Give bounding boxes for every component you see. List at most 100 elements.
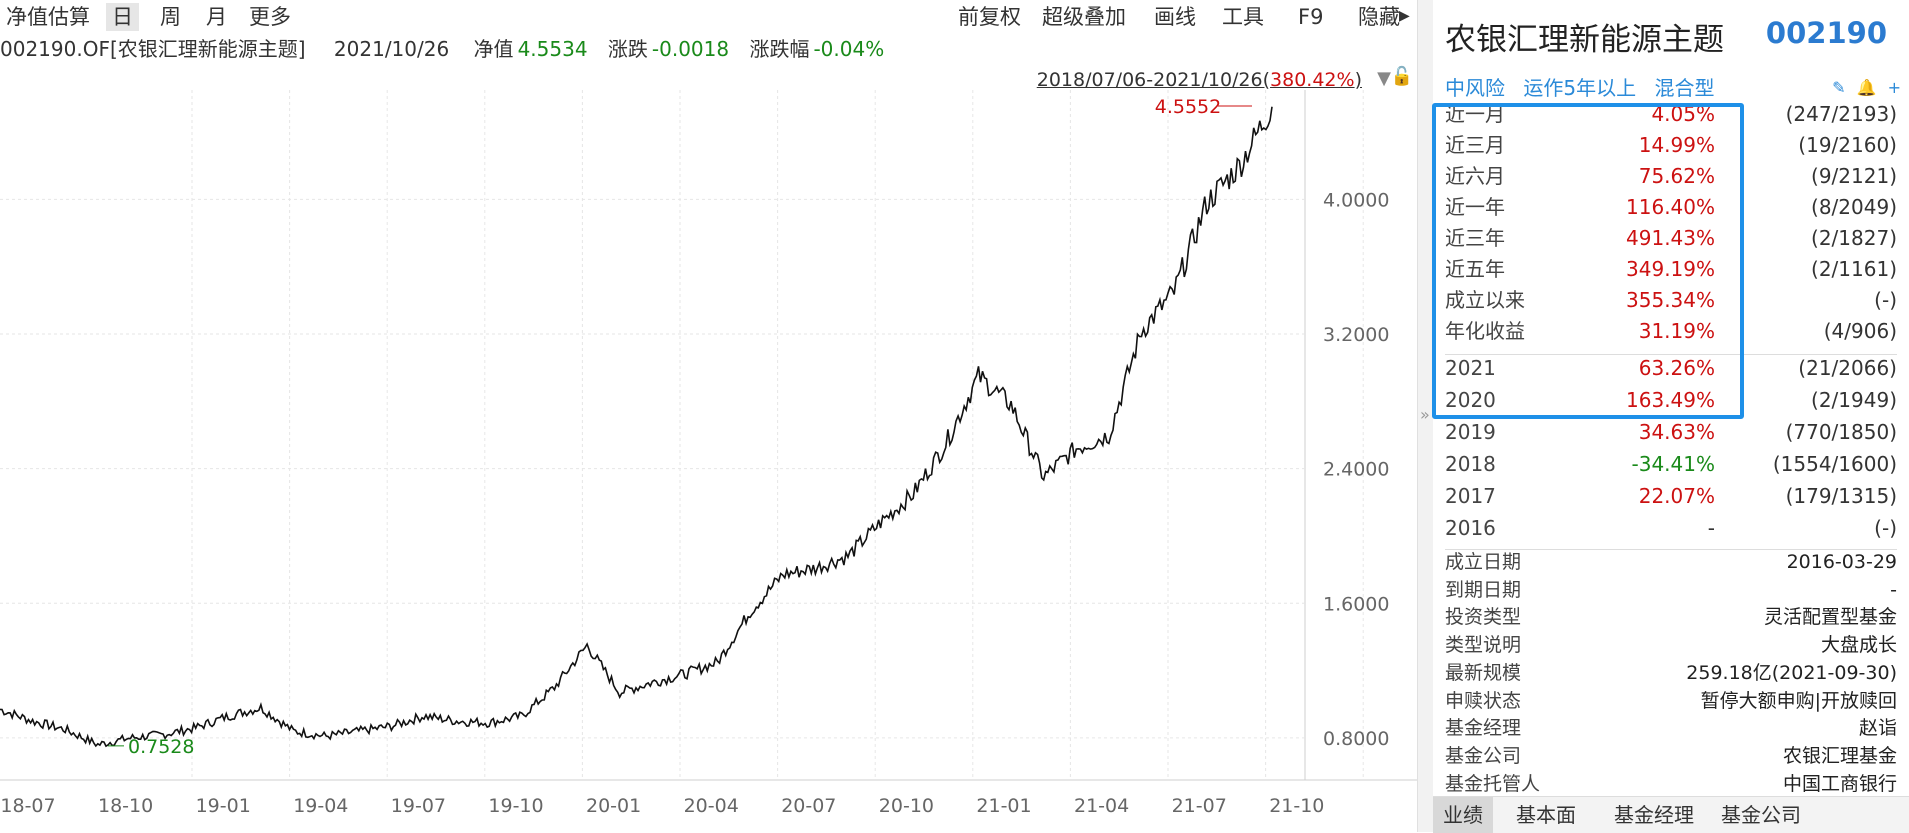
perf-row: 近三月 14.99% (19/2160) (1445, 130, 1897, 160)
year-row: 2020 163.49% (2/1949) (1445, 385, 1897, 415)
hide-arrow-icon[interactable]: ▶ (1399, 8, 1410, 24)
year-label: 2021 (1445, 356, 1496, 380)
f9-button[interactable]: F9 (1298, 5, 1324, 29)
profile-key: 投资类型 (1445, 606, 1522, 629)
year-row: 2019 34.63% (770/1850) (1445, 417, 1897, 447)
period-rank: (-) (1874, 288, 1897, 312)
tab-daily[interactable]: 日 (106, 3, 139, 31)
perf-row: 近五年 349.19% (2/1161) (1445, 254, 1897, 284)
tools-button[interactable]: 工具 (1222, 5, 1264, 29)
collapse-arrow-icon[interactable]: » (1420, 405, 1430, 424)
profile-key: 最新规模 (1445, 661, 1522, 684)
hide-button[interactable]: 隐藏 (1358, 5, 1400, 29)
edit-icon[interactable]: ✎ (1832, 78, 1846, 97)
chart-toolbar: 净值估算 日 周 月 更多 前复权 超级叠加 画线 工具 F9 隐藏 ▶ (0, 0, 1417, 34)
period-label: 近三年 (1445, 226, 1505, 250)
nav-line-chart: 4.0000 3.2000 2.4000 1.6000 0.8000 18-07 18-1… (0, 90, 1417, 817)
period-label: 年化收益 (1445, 319, 1525, 343)
year-label: 2018 (1445, 452, 1496, 476)
lock-icon[interactable]: 🔓 (1390, 66, 1413, 87)
profile-key: 基金经理 (1445, 717, 1522, 740)
perf-row: 近三年 491.43% (2/1827) (1445, 223, 1897, 253)
period-label: 近三月 (1445, 133, 1505, 157)
tab-nav-estimate[interactable]: 净值估算 (6, 5, 90, 29)
perf-row: 成立以来 355.34% (-) (1445, 285, 1897, 315)
profile-value: 农银汇理基金 (1782, 744, 1897, 767)
adjust-button[interactable]: 前复权 (958, 5, 1021, 29)
super-overlay-button[interactable]: 超级叠加 (1042, 5, 1126, 29)
year-label: 2020 (1445, 388, 1496, 412)
perf-row: 近一年 116.40% (8/2049) (1445, 192, 1897, 222)
tab-monthly[interactable]: 月 (206, 5, 227, 29)
range-text: 2018/07/06-2021/10/26( (1036, 69, 1271, 91)
tab-performance[interactable]: 业绩 (1433, 797, 1493, 833)
x-tick-label: 21-01 (976, 795, 1031, 817)
x-tick-label: 21-10 (1269, 795, 1324, 817)
y-tick-label: 2.4000 (1323, 459, 1389, 481)
profile-key: 基金公司 (1445, 744, 1522, 767)
profile-row: 最新规模 259.18亿(2021-09-30) (1445, 660, 1897, 687)
y-tick-label: 1.6000 (1323, 593, 1389, 615)
period-rank: (19/2160) (1798, 133, 1897, 157)
tab-more[interactable]: 更多 (249, 5, 291, 29)
x-tick-label: 19-04 (293, 795, 348, 817)
year-rank: (770/1850) (1785, 420, 1897, 444)
tab-fundamentals[interactable]: 基本面 (1516, 803, 1576, 827)
profile-row: 类型说明 大盘成长 (1445, 632, 1897, 659)
profile-row: 投资类型 灵活配置型基金 (1445, 604, 1897, 631)
quote-date: 2021/10/26 (333, 37, 450, 61)
profile-row: 成立日期 2016-03-29 (1445, 549, 1897, 576)
profile-value: 259.18亿(2021-09-30) (1686, 661, 1897, 684)
pct-label: 涨跌幅 (749, 37, 810, 61)
y-tick-label: 3.2000 (1323, 324, 1389, 346)
profile-key: 类型说明 (1445, 634, 1522, 657)
divider (1445, 549, 1897, 550)
nav-label: 净值 (473, 37, 514, 61)
period-return: 75.62% (1638, 164, 1715, 188)
year-return: - (1707, 516, 1715, 540)
year-row: 2017 22.07% (179/1315) (1445, 481, 1897, 511)
dropdown-triangle-icon[interactable]: ▼ (1377, 68, 1391, 89)
age-tag[interactable]: 运作5年以上 (1523, 76, 1637, 100)
fund-tags: 中风险 运作5年以上 混合型 (1445, 72, 1726, 101)
profile-value: 暂停大额申购|开放赎回 (1700, 689, 1897, 712)
x-tick-label: 19-10 (488, 795, 543, 817)
year-rank: (179/1315) (1785, 484, 1897, 508)
profile-value: 大盘成长 (1820, 634, 1897, 657)
perf-row: 近六月 75.62% (9/2121) (1445, 161, 1897, 191)
year-return: 163.49% (1626, 388, 1715, 412)
period-rank: (2/1827) (1811, 226, 1897, 250)
year-rank: (2/1949) (1811, 388, 1897, 412)
change-label: 涨跌 (607, 37, 648, 61)
range-close: ) (1354, 69, 1362, 91)
bell-icon[interactable]: 🔔 (1856, 78, 1877, 97)
period-label: 近五年 (1445, 257, 1505, 281)
perf-row: 年化收益 31.19% (4/906) (1445, 316, 1897, 346)
pct-value: -0.04% (813, 37, 885, 61)
x-tick-label: 18-07 (0, 795, 55, 817)
type-tag[interactable]: 混合型 (1654, 76, 1715, 100)
fund-code-name: 002190.OF[农银汇理新能源主题] (0, 37, 306, 61)
fund-name: 农银汇理新能源主题 (1445, 22, 1724, 58)
tab-fund-manager[interactable]: 基金经理 (1614, 803, 1694, 827)
chart-pane: 净值估算 日 周 月 更多 前复权 超级叠加 画线 工具 F9 隐藏 ▶ 002… (0, 0, 1417, 817)
highlight-box (1432, 103, 1744, 419)
risk-tag[interactable]: 中风险 (1445, 76, 1505, 100)
x-tick-label: 19-07 (391, 795, 446, 817)
add-icon[interactable]: + (1887, 78, 1901, 97)
year-label: 2016 (1445, 516, 1496, 540)
profile-value: 中国工商银行 (1782, 772, 1897, 795)
period-rank: (2/1161) (1811, 257, 1897, 281)
profile-value: 灵活配置型基金 (1763, 606, 1897, 629)
panel-tabs: 业绩 基本面 基金经理 基金公司 (1433, 796, 1909, 833)
tab-weekly[interactable]: 周 (160, 5, 181, 29)
tab-fund-company[interactable]: 基金公司 (1721, 803, 1801, 827)
draw-line-button[interactable]: 画线 (1154, 5, 1196, 29)
profile-value: 2016-03-29 (1786, 551, 1897, 573)
profile-value: 赵诣 (1858, 717, 1897, 740)
year-rank: (21/2066) (1798, 356, 1897, 380)
y-tick-label: 4.0000 (1323, 189, 1389, 211)
profile-key: 基金托管人 (1445, 772, 1541, 795)
x-tick-label: 21-07 (1172, 795, 1227, 817)
date-range[interactable]: 2018/07/06-2021/10/26(380.42%) (1037, 68, 1362, 92)
